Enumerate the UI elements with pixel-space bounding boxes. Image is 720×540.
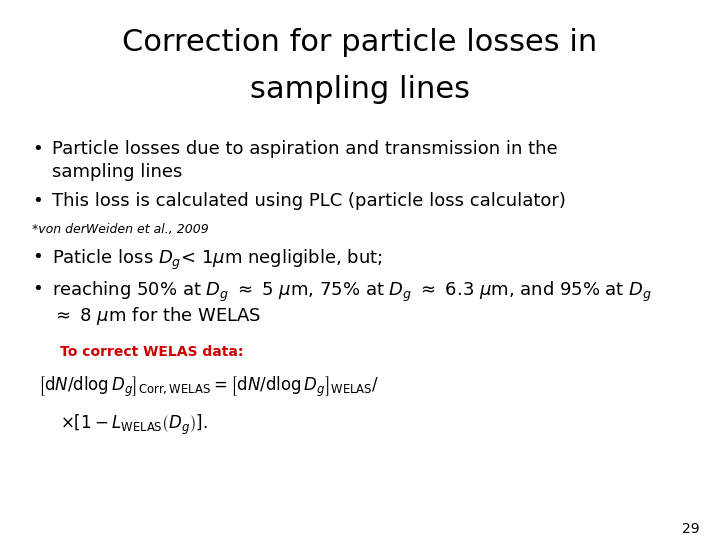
Text: This loss is calculated using PLC (particle loss calculator): This loss is calculated using PLC (parti… — [52, 192, 566, 210]
Text: •: • — [32, 192, 42, 210]
Text: $\approx$ 8 $\mu$m for the WELAS: $\approx$ 8 $\mu$m for the WELAS — [52, 305, 261, 327]
Text: $\times\left[1 - L_{\mathrm{WELAS}}\left(D_g\right)\right].$: $\times\left[1 - L_{\mathrm{WELAS}}\left… — [60, 413, 208, 437]
Text: sampling lines: sampling lines — [250, 75, 470, 104]
Text: •: • — [32, 280, 42, 298]
Text: *von derWeiden et al., 2009: *von derWeiden et al., 2009 — [32, 223, 209, 236]
Text: Particle losses due to aspiration and transmission in the: Particle losses due to aspiration and tr… — [52, 140, 557, 158]
Text: To correct WELAS data:: To correct WELAS data: — [60, 345, 243, 359]
Text: reaching 50% at $D_g$ $\approx$ 5 $\mu$m, 75% at $D_g$ $\approx$ 6.3 $\mu$m, and: reaching 50% at $D_g$ $\approx$ 5 $\mu$m… — [52, 280, 652, 304]
Text: $\left[\mathrm{d}N/\mathrm{d}\log D_g\right]_{\mathrm{Corr,WELAS}} = \left[\math: $\left[\mathrm{d}N/\mathrm{d}\log D_g\ri… — [38, 375, 379, 400]
Text: Correction for particle losses in: Correction for particle losses in — [122, 28, 598, 57]
Text: •: • — [32, 140, 42, 158]
Text: sampling lines: sampling lines — [52, 163, 182, 181]
Text: •: • — [32, 248, 42, 266]
Text: Paticle loss $D_g$< 1$\mu$m negligible, but;: Paticle loss $D_g$< 1$\mu$m negligible, … — [52, 248, 382, 272]
Text: 29: 29 — [683, 522, 700, 536]
